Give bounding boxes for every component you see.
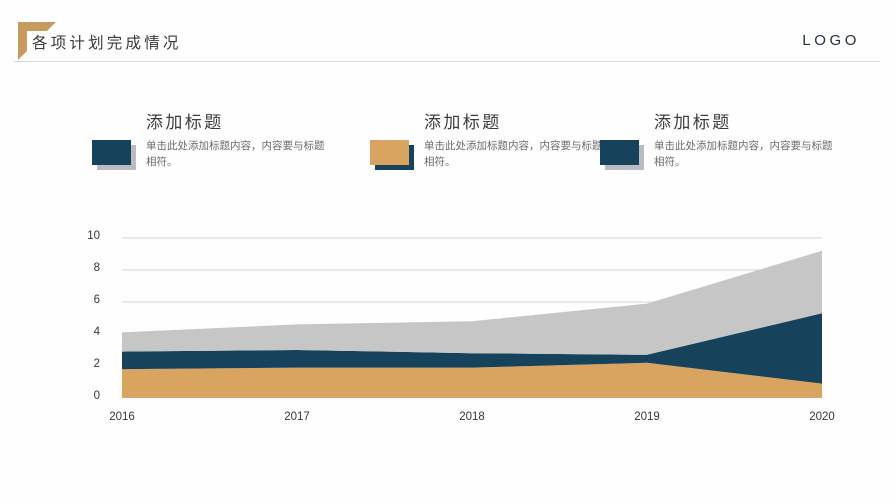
header-divider [14,61,880,62]
legend-title-2: 添加标题 [424,113,502,133]
legend-swatch-fill [600,140,639,165]
area-series-2 [122,313,822,384]
x-tick-2019: 2019 [634,411,660,423]
page-header: 各项计划完成情况 LOGO [0,0,896,68]
logo: LOGO [802,32,860,49]
page-title: 各项计划完成情况 [32,34,182,52]
legend-title-1: 添加标题 [146,113,224,133]
x-tick-2020: 2020 [809,411,835,423]
y-tick-8: 8 [93,262,100,274]
legend-title-3: 添加标题 [654,113,732,133]
y-tick-6: 6 [93,294,100,306]
y-tick-2: 2 [93,358,100,370]
corner-bracket-icon [18,22,56,60]
y-tick-4: 4 [93,326,100,338]
legend-swatch-fill [370,140,409,165]
x-tick-2016: 2016 [109,411,135,423]
y-tick-0: 0 [93,390,100,402]
legend-swatch-1 [92,140,136,170]
x-tick-2018: 2018 [459,411,485,423]
legend-swatch-3 [600,140,644,170]
y-tick-10: 10 [87,230,100,242]
legend-body-2: 单击此处添加标题内容，内容要与标题相符。 [424,140,603,169]
legend-body-3: 单击此处添加标题内容，内容要与标题相符。 [654,140,833,169]
x-tick-2017: 2017 [284,411,310,423]
area-series-3 [122,250,822,355]
legend-swatch-2 [370,140,414,170]
legend-swatch-fill [92,140,131,165]
legend-body-1: 单击此处添加标题内容，内容要与标题相符。 [146,140,325,169]
area-series-1 [122,362,822,398]
